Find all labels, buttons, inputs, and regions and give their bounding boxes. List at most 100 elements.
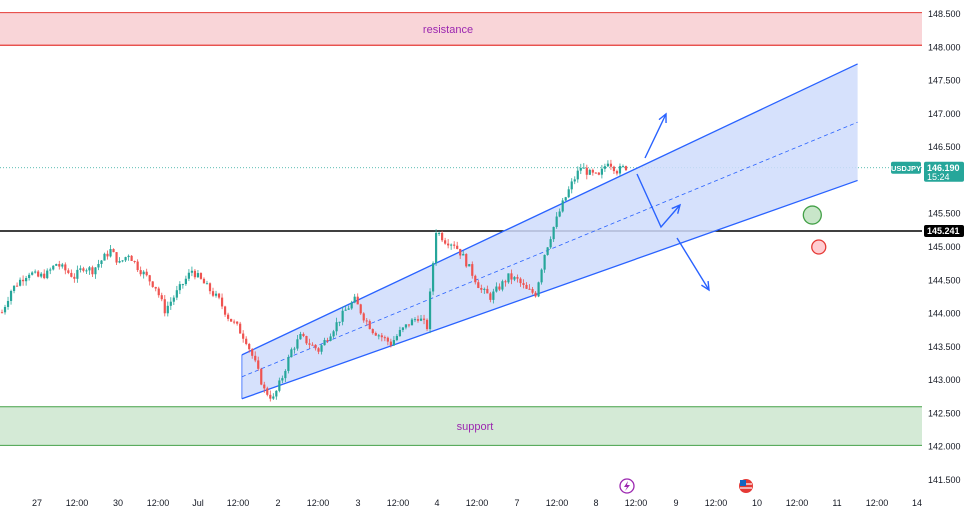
candle-body xyxy=(428,291,432,330)
candle-body xyxy=(413,319,417,321)
candle-body xyxy=(395,336,398,341)
candle-body xyxy=(383,337,386,339)
candle-body xyxy=(398,329,402,337)
candle-body xyxy=(585,167,588,175)
candle-body xyxy=(621,166,625,168)
breakout-up-arrow xyxy=(644,113,667,159)
candle-body xyxy=(459,248,462,256)
candle-body xyxy=(525,284,528,289)
candle-body xyxy=(483,288,486,290)
candle-body xyxy=(404,324,408,328)
candle-body xyxy=(522,283,525,285)
y-tick-label: 141.500 xyxy=(928,475,961,485)
x-tick-label: 27 xyxy=(32,498,42,508)
candle-body xyxy=(43,273,46,279)
candle-body xyxy=(416,319,420,321)
candle-body xyxy=(618,166,622,174)
x-tick-label: Jul xyxy=(192,498,204,508)
candle-body xyxy=(561,200,564,212)
candle-body xyxy=(166,305,169,314)
candle-body xyxy=(233,321,236,323)
y-tick-label: 144.000 xyxy=(928,309,961,319)
candle-body xyxy=(531,289,534,293)
y-tick-label: 142.500 xyxy=(928,408,961,418)
candle-body xyxy=(196,273,200,278)
candle-body xyxy=(293,348,296,350)
candle-body xyxy=(329,336,332,341)
candle-body xyxy=(320,345,323,352)
x-tick-label: 12:00 xyxy=(307,498,330,508)
candle-body xyxy=(230,318,233,322)
candle-body xyxy=(64,264,67,271)
candle-body xyxy=(380,335,383,338)
candle-body xyxy=(407,324,411,326)
candle-body xyxy=(217,293,221,298)
candle-body xyxy=(85,270,88,272)
resistance-label: resistance xyxy=(423,24,473,36)
candle-body xyxy=(555,216,558,227)
breakdown-arrow-head xyxy=(701,280,710,292)
candle-body xyxy=(245,338,248,344)
candle-body xyxy=(401,327,405,330)
candle-body xyxy=(603,166,606,169)
candle-body xyxy=(175,290,178,298)
candle-body xyxy=(359,304,362,314)
candle-body xyxy=(88,267,91,271)
channel-fill[interactable] xyxy=(241,63,858,399)
candle-body xyxy=(178,284,181,291)
y-tick-label: 145.500 xyxy=(928,209,961,219)
candle-body xyxy=(582,167,585,169)
support-zone[interactable] xyxy=(0,406,922,446)
candle-body xyxy=(540,269,543,283)
candle-body xyxy=(109,249,112,257)
candle-body xyxy=(549,239,552,248)
candle-body xyxy=(40,273,43,277)
candle-body xyxy=(136,261,139,271)
candle-body xyxy=(579,167,582,171)
red-circle-marker[interactable] xyxy=(811,239,827,255)
x-tick-label: 14 xyxy=(912,498,922,508)
price-axis[interactable] xyxy=(922,0,969,514)
candle-body xyxy=(368,321,371,330)
candle-body xyxy=(25,277,28,282)
candle-body xyxy=(546,247,549,255)
channel-lower-line[interactable] xyxy=(241,179,858,400)
candle-body xyxy=(504,281,507,283)
x-tick-label: 2 xyxy=(275,498,280,508)
channel-upper-line[interactable] xyxy=(241,63,858,356)
breakdown-arrow xyxy=(676,237,710,291)
candle-body xyxy=(269,394,272,399)
time-axis[interactable] xyxy=(0,490,969,514)
candle-body xyxy=(94,267,97,275)
resistance-zone[interactable] xyxy=(0,12,922,46)
y-tick-label: 147.500 xyxy=(928,76,961,86)
candle-body xyxy=(537,282,540,297)
candle-body xyxy=(567,189,570,198)
candle-body xyxy=(305,335,308,344)
candle-body xyxy=(615,171,619,174)
candle-body xyxy=(564,197,567,201)
candle-body xyxy=(28,274,31,278)
candle-body xyxy=(22,279,25,282)
candle-body xyxy=(576,170,579,180)
green-circle-marker[interactable] xyxy=(802,205,822,225)
candle-body xyxy=(332,331,335,337)
candle-body xyxy=(46,270,49,279)
candle-body xyxy=(73,276,76,279)
candle-body xyxy=(287,357,290,371)
candle-body xyxy=(236,321,239,324)
candle-body xyxy=(281,378,284,381)
candle-body xyxy=(6,300,10,307)
y-tick-label: 146.500 xyxy=(928,142,961,152)
candle-body xyxy=(507,273,510,283)
candle-body xyxy=(278,380,281,391)
candle-body xyxy=(190,270,194,273)
candle-body xyxy=(18,279,22,286)
candle-body xyxy=(199,273,203,279)
candle-body xyxy=(510,273,513,280)
candle-body xyxy=(371,329,374,334)
candle-body xyxy=(392,340,395,346)
x-tick-label: 12:00 xyxy=(546,498,569,508)
